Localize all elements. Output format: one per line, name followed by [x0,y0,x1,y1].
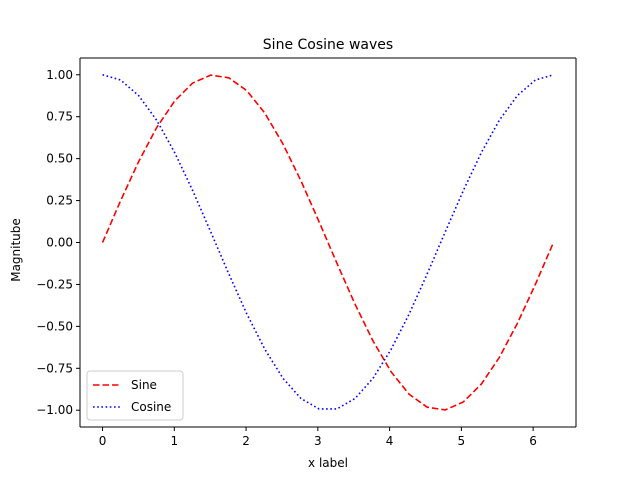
x-axis-title: x label [308,456,348,470]
y-tick-label: 0.25 [46,194,73,208]
y-tick-label: 0.00 [46,236,73,250]
x-tick-label: 0 [99,434,107,448]
y-tick-label: −0.75 [36,361,73,375]
y-tick-label: 0.75 [46,110,73,124]
series-line-sine [101,74,555,411]
y-tick-label: −1.00 [36,403,73,417]
legend-label-cosine: Cosine [131,400,171,414]
plot-area: 0 1 2 3 4 5 6 −1.00 −0.75 −0.50 −0.25 0.00 0.25 0.50 0… [36,57,577,448]
legend: Sine Cosine [86,370,184,421]
y-tick-label: −0.25 [36,277,73,291]
chart-title: Sine Cosine waves [263,37,393,53]
x-tick-label: 5 [458,434,466,448]
y-tick-label: −0.50 [36,319,73,333]
x-tick-label: 1 [170,434,178,448]
x-tick-label: 6 [529,434,537,448]
y-axis-title: Magnitube [9,218,23,282]
legend-label-sine: Sine [131,378,157,392]
y-tick-label: 0.50 [46,152,73,166]
x-tick-label: 4 [386,434,394,448]
x-tick-label: 3 [314,434,322,448]
x-tick-label: 2 [242,434,250,448]
y-tick-label: 1.00 [46,68,73,82]
